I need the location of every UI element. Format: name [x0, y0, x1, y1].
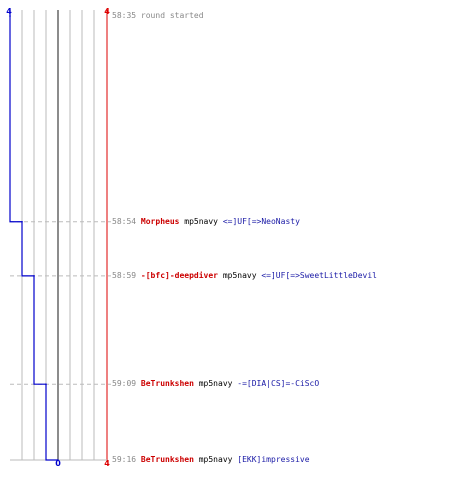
- victim-name: <=]UF[=>SweetLittleDevil: [261, 270, 377, 280]
- event-time: 58:35: [112, 11, 137, 20]
- weapon-name: mp5navy: [184, 216, 218, 226]
- axis-max-label-bottom: 4: [104, 459, 110, 468]
- event-time: 58:54: [112, 216, 137, 226]
- event-row: 59:09 BeTrunkshen mp5navy -=[DIA|CS]=-Ci…: [112, 379, 319, 389]
- axis-max-label-right: 4: [104, 7, 110, 16]
- guide-layer: [10, 221, 111, 385]
- event-time: 59:09: [112, 379, 137, 389]
- killer-name: BeTrunkshen: [140, 379, 194, 389]
- series-point: [21, 220, 23, 223]
- event-time: 58:59: [112, 270, 137, 280]
- weapon-name: mp5navy: [198, 379, 233, 389]
- series-point: [9, 15, 11, 17]
- series-point: [45, 383, 47, 385]
- axis-min-label: 0: [55, 459, 61, 468]
- event-row: 58:59 -[bfc]-deepdiver mp5navy <=]UF[=>S…: [112, 271, 377, 281]
- event-row: 58:35 round started: [112, 11, 204, 21]
- event-time: 59:16: [112, 455, 137, 464]
- series-layer: [9, 10, 59, 461]
- series-point: [57, 459, 59, 461]
- killer-name: Morpheus: [140, 216, 180, 226]
- axis-max-label-left: 4: [6, 7, 12, 16]
- killer-name: -[bfc]-deepdiver: [140, 270, 218, 280]
- series-step-line: [9, 10, 58, 461]
- grid-layer: [10, 10, 108, 462]
- victim-name: [EKK]impressive: [237, 455, 310, 464]
- series-point: [33, 275, 35, 277]
- event-row: 59:16 BeTrunkshen mp5navy [EKK]impressiv…: [112, 455, 310, 465]
- weapon-name: mp5navy: [222, 270, 257, 280]
- killer-name: BeTrunkshen: [140, 455, 194, 464]
- weapon-name: mp5navy: [198, 455, 233, 464]
- event-note: round started: [140, 11, 204, 20]
- victim-name: -=[DIA|CS]=-CiScO: [237, 379, 320, 389]
- event-row: 58:54 Morpheus mp5navy <=]UF[=>NeoNasty: [112, 217, 300, 227]
- victim-name: <=]UF[=>NeoNasty: [222, 216, 300, 226]
